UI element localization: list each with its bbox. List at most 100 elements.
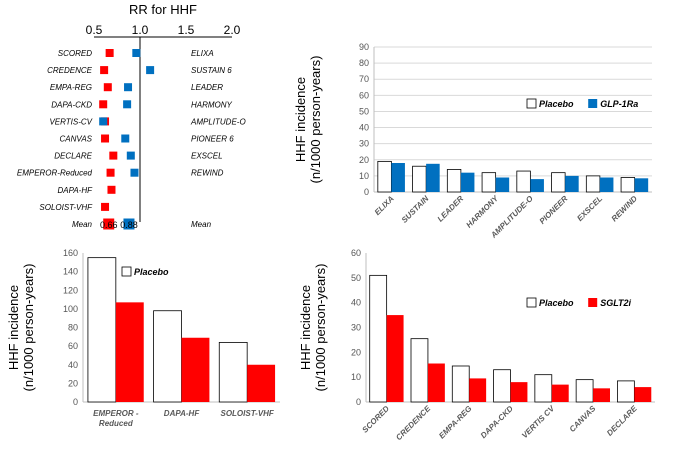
bar-placebo xyxy=(369,274,388,403)
rr-sglt2i-trial-label: DECLARE xyxy=(54,152,92,161)
rr-sglt2i-point xyxy=(106,168,115,177)
rr-glp1ra-trial-label: EXSCEL xyxy=(191,152,223,161)
rr-sglt2i-point xyxy=(103,218,115,230)
bar-sglt2i xyxy=(634,387,652,402)
x-category-label: DAPA-CKD xyxy=(479,404,515,440)
rr-title: RR for HHF xyxy=(129,2,197,17)
bar-chart-3: 0 10 20 30 40 50 60 HHF incidence(n/1000 person… xyxy=(298,248,655,442)
bar-placebo xyxy=(410,338,429,403)
y-tick-label: 80 xyxy=(359,58,369,68)
legend-entry: Placebo xyxy=(539,99,574,109)
bar-glp-1ra xyxy=(460,172,475,192)
rr-glp1ra-point xyxy=(132,49,141,57)
y-tick-label: 30 xyxy=(351,323,361,333)
x-category-label: EMPEROR -Reduced xyxy=(93,409,139,428)
rr-glp1ra-point xyxy=(126,151,135,160)
x-category-label: DECLARE xyxy=(605,404,639,438)
y-axis-label: HHF incidence(n/1000 person-years) xyxy=(293,56,323,184)
rr-glp1ra-trial-label: Mean xyxy=(191,220,212,229)
y-tick-label: 0 xyxy=(356,397,361,407)
bar-sglt2i xyxy=(551,384,569,402)
y-axis-label: HHF incidence(n/1000 person-years) xyxy=(298,264,328,392)
y-tick-label: 0 xyxy=(364,187,369,197)
x-category-label: LEADER xyxy=(436,194,466,224)
y-tick-label: 70 xyxy=(359,74,369,84)
rr-glp1ra-point xyxy=(124,83,133,92)
bar-placebo xyxy=(87,257,117,403)
rr-sglt2i-point xyxy=(105,49,114,57)
bar-placebo xyxy=(617,380,635,403)
bar-sglt2i xyxy=(427,363,445,402)
y-tick-label: 40 xyxy=(359,123,369,133)
x-category-label: EXSCEL xyxy=(575,194,604,223)
rr-sglt2i-point xyxy=(101,134,110,143)
bar-placebo xyxy=(534,374,553,403)
rr-sglt2i-trial-label: Mean xyxy=(72,220,93,229)
rr-glp1ra-point xyxy=(146,66,155,75)
y-tick-label: 10 xyxy=(351,372,361,382)
y-tick-label: 50 xyxy=(351,273,361,283)
rr-glp1ra-trial-label: AMPLITUDE-O xyxy=(190,117,246,126)
rr-glp1ra-trial-label: REWIND xyxy=(191,169,224,178)
legend-entry: Placebo xyxy=(539,298,574,308)
rr-glp1ra-trial-label: ELIXA xyxy=(191,49,214,58)
bar-placebo xyxy=(377,160,392,193)
bar-treatment xyxy=(115,302,144,402)
bar-placebo xyxy=(153,310,182,403)
rr-glp1ra-trial-label: LEADER xyxy=(191,83,223,92)
rr-sglt2i-point xyxy=(101,202,110,211)
bar-sglt2i xyxy=(510,382,528,402)
bar-treatment xyxy=(181,337,210,402)
bar-placebo xyxy=(620,177,636,193)
bar-placebo xyxy=(575,379,594,403)
bar-glp-1ra xyxy=(391,163,405,192)
rr-sglt2i-point xyxy=(103,83,112,92)
rr-sglt2i-trial-label: CREDENCE xyxy=(47,66,93,75)
x-category-label: CREDENCE xyxy=(394,404,433,443)
bar-glp-1ra xyxy=(599,177,614,192)
y-tick-label: 140 xyxy=(63,267,78,277)
bar-placebo xyxy=(516,170,531,193)
bar-sglt2i xyxy=(386,315,404,402)
y-tick-label: 60 xyxy=(359,90,369,100)
y-tick-label: 100 xyxy=(63,304,78,314)
x-category-label: SCORED xyxy=(360,404,391,435)
rr-glp1ra-point xyxy=(130,168,139,177)
legend-swatch xyxy=(526,297,537,308)
bar-chart-1: 0 10 20 30 40 50 60 70 80 90 HHF incidence(n/1000 … xyxy=(293,42,652,240)
rr-glp1ra-point xyxy=(123,218,135,230)
bar-treatment xyxy=(247,364,276,402)
rr-sglt2i-point xyxy=(99,100,108,109)
y-tick-label: 0 xyxy=(73,397,78,407)
rr-sglt2i-trial-label: VERTIS-CV xyxy=(49,117,92,126)
rr-glp1ra-trial-label: HARMONY xyxy=(191,100,233,109)
rr-x-tick-label: 0.5 xyxy=(86,23,103,37)
legend-swatch xyxy=(121,266,132,277)
rr-sglt2i-trial-label: DAPA-HF xyxy=(57,186,93,195)
bar-glp-1ra xyxy=(634,178,649,192)
bar-placebo xyxy=(481,172,497,193)
rr-sglt2i-trial-label: EMPA-REG xyxy=(50,83,92,92)
legend-swatch xyxy=(588,99,598,108)
y-tick-label: 50 xyxy=(359,106,369,116)
y-tick-label: 160 xyxy=(63,248,78,258)
bar-placebo xyxy=(451,365,470,403)
rr-sglt2i-mean-label: 0.66 xyxy=(100,220,118,230)
legend-swatch xyxy=(526,98,537,109)
bar-placebo xyxy=(585,175,601,193)
rr-x-tick-label: 1.0 xyxy=(132,23,149,37)
bar-placebo xyxy=(218,341,248,403)
y-tick-label: 40 xyxy=(68,360,78,370)
y-tick-label: 60 xyxy=(68,341,78,351)
rr-glp1ra-trial-label: SUSTAIN 6 xyxy=(191,66,232,75)
rr-x-tick-label: 1.5 xyxy=(178,23,195,37)
rr-glp1ra-point xyxy=(121,134,130,143)
bar-placebo xyxy=(493,369,511,403)
y-tick-label: 90 xyxy=(359,42,369,52)
y-tick-label: 20 xyxy=(359,155,369,165)
rr-glp1ra-mean-label: 0.88 xyxy=(120,220,138,230)
x-category-label: PIONEER xyxy=(538,194,570,226)
rr-sglt2i-trial-label: DAPA-CKD xyxy=(51,100,92,109)
rr-glp1ra-point xyxy=(99,117,108,126)
rr-sglt2i-point xyxy=(100,66,109,75)
